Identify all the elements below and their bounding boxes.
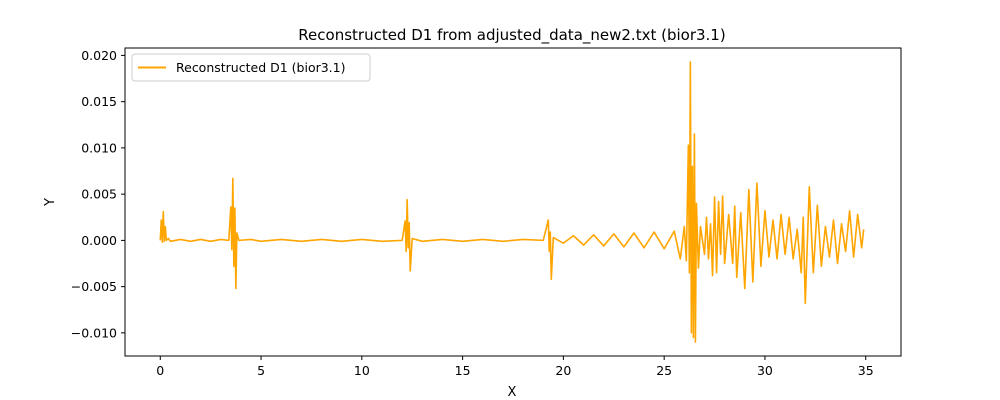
x-tick-label: 20 xyxy=(555,363,571,378)
y-axis: −0.010 −0.005 0.000 0.005 0.010 0.015 0.020 xyxy=(71,48,125,340)
x-axis: 0 5 10 15 20 25 30 35 xyxy=(156,356,874,378)
legend-box xyxy=(131,53,371,82)
chart-title: Reconstructed D1 from adjusted_data_new2… xyxy=(298,26,725,45)
x-tick-label: 30 xyxy=(757,363,773,378)
legend-label-reconstructed-d1: Reconstructed D1 (bior3.1) xyxy=(176,60,345,75)
x-tick-label: 15 xyxy=(455,363,471,378)
y-tick-label: 0.005 xyxy=(81,187,117,202)
y-tick-label: 0.020 xyxy=(81,48,117,63)
x-tick-label: 0 xyxy=(156,363,164,378)
x-axis-label: X xyxy=(508,385,517,400)
y-tick-label: 0.000 xyxy=(81,233,117,248)
x-tick-label: 35 xyxy=(858,363,874,378)
plot-frame xyxy=(124,47,902,357)
x-tick-label: 25 xyxy=(656,363,672,378)
x-tick-label: 5 xyxy=(257,363,265,378)
y-tick-label: 0.015 xyxy=(81,94,117,109)
series-line-0 xyxy=(159,61,865,343)
series-layer xyxy=(159,61,865,343)
y-tick-label: 0.010 xyxy=(81,140,117,155)
legend: Reconstructed D1 (bior3.1) xyxy=(131,53,371,82)
x-tick-label: 10 xyxy=(354,363,370,378)
y-axis-label: Y xyxy=(43,198,58,207)
y-tick-label: −0.010 xyxy=(71,325,117,340)
y-tick-label: −0.005 xyxy=(71,279,117,294)
